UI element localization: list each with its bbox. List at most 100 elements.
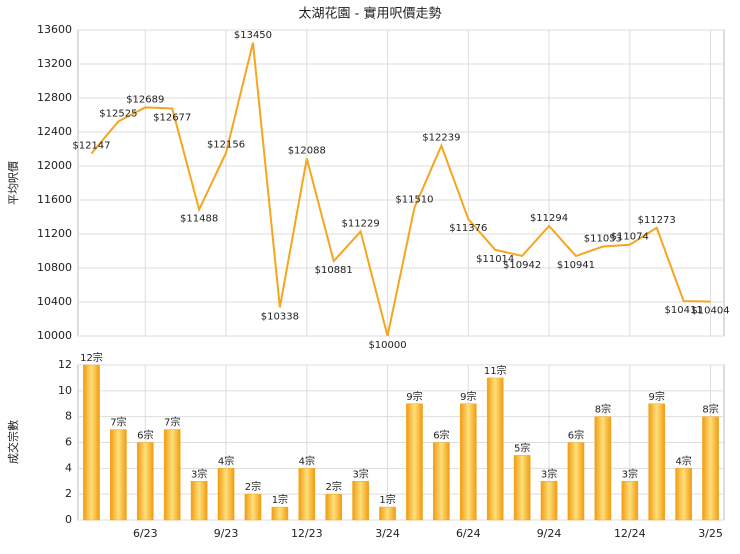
data-label: $11014	[476, 254, 514, 265]
data-label: $11510	[395, 195, 433, 206]
bar	[271, 506, 289, 521]
data-label: 1宗	[272, 493, 288, 506]
x-tick-label: 9/24	[537, 527, 562, 540]
y-tick-label: 12400	[37, 125, 72, 138]
x-tick-label: 6/23	[133, 527, 158, 540]
x-tick-label: 9/23	[214, 527, 239, 540]
data-label: 9宗	[649, 390, 665, 403]
y-tick-label: 10800	[37, 261, 72, 274]
data-label: $11294	[530, 213, 568, 224]
data-label: $12525	[99, 108, 137, 119]
y-tick-label: 0	[65, 513, 72, 526]
y-tick-label: 4	[65, 461, 72, 474]
y-tick-label: 11600	[37, 193, 72, 206]
data-label: $10881	[315, 265, 353, 276]
bar	[217, 468, 235, 521]
data-label: 7宗	[164, 416, 180, 429]
data-label: $12088	[288, 146, 326, 157]
x-tick-label: 12/24	[614, 527, 646, 540]
bar	[136, 442, 154, 521]
bar	[406, 403, 423, 521]
bar	[190, 481, 208, 521]
data-label: $10942	[503, 260, 541, 271]
data-label: 11宗	[484, 364, 507, 377]
y-axis-label: 平均呎價	[6, 161, 20, 205]
data-label: 7宗	[110, 416, 126, 429]
y-tick-label: 8	[65, 410, 72, 423]
y-tick-label: 10400	[37, 295, 72, 308]
bar	[325, 493, 343, 521]
bar	[540, 481, 558, 521]
bar	[594, 416, 612, 521]
data-label: 3宗	[352, 467, 368, 480]
data-label: $12239	[422, 133, 460, 144]
data-label: 4宗	[675, 454, 691, 467]
data-label: 3宗	[541, 467, 557, 480]
data-label: 4宗	[218, 454, 234, 467]
data-label: 2宗	[245, 480, 261, 493]
bar	[459, 403, 477, 521]
data-label: 6宗	[568, 429, 584, 442]
data-label: $10411	[665, 305, 703, 316]
bar	[110, 429, 127, 521]
y-tick-label: 11200	[37, 227, 72, 240]
data-label: $12689	[126, 94, 164, 105]
data-label: $10941	[557, 260, 595, 271]
y-tick-label: 2	[65, 487, 72, 500]
data-label: 3宗	[622, 467, 638, 480]
data-label: 1宗	[379, 493, 395, 506]
x-tick-label: 3/24	[375, 527, 400, 540]
data-label: 2宗	[326, 480, 342, 493]
y-tick-label: 10	[58, 384, 72, 397]
data-label: $11053	[584, 233, 622, 244]
y-axis-label: 成交宗數	[6, 420, 20, 464]
data-label: $10000	[368, 340, 406, 351]
data-label: 9宗	[406, 390, 422, 403]
bar	[379, 506, 396, 521]
line	[90, 42, 711, 337]
data-label: 8宗	[595, 403, 611, 416]
bar	[702, 416, 719, 521]
y-tick-label: 12000	[37, 159, 72, 172]
data-label: $12677	[153, 112, 191, 123]
bar	[83, 364, 100, 521]
data-label: $12147	[72, 141, 110, 152]
data-label: 5宗	[514, 441, 530, 454]
data-label: 9宗	[460, 390, 476, 403]
bar	[163, 429, 181, 521]
data-label: 6宗	[137, 429, 153, 442]
data-label: $11074	[611, 232, 649, 243]
y-tick-label: 13600	[37, 23, 72, 36]
bar	[352, 481, 369, 521]
y-tick-label: 13200	[37, 57, 72, 70]
plot-frame	[77, 29, 725, 337]
x-tick-label: 12/23	[291, 527, 323, 540]
bar	[675, 468, 692, 521]
data-label: 4宗	[299, 454, 315, 467]
data-label: $10338	[261, 311, 299, 322]
data-label: 6宗	[433, 429, 449, 442]
data-label: 12宗	[80, 351, 103, 364]
bar	[513, 455, 531, 521]
y-tick-label: 6	[65, 436, 72, 449]
data-label: $11488	[180, 214, 218, 225]
y-tick-label: 10000	[37, 329, 72, 342]
bar	[621, 481, 639, 521]
bar	[298, 468, 316, 521]
data-label: $13450	[234, 30, 272, 41]
bar	[567, 442, 585, 521]
bar	[648, 403, 666, 521]
data-label: $10404	[691, 306, 729, 317]
bar	[433, 442, 450, 521]
data-label: $11229	[342, 219, 380, 230]
data-label: 3宗	[191, 467, 207, 480]
x-tick-label: 6/24	[456, 527, 481, 540]
chart-title: 太湖花園 - 實用呎價走勢	[299, 6, 442, 22]
bar	[244, 493, 262, 521]
data-label: $11273	[638, 215, 676, 226]
y-tick-label: 12800	[37, 91, 72, 104]
bar	[486, 377, 504, 521]
data-label: $11376	[449, 223, 487, 234]
x-tick-label: 3/25	[698, 527, 723, 540]
